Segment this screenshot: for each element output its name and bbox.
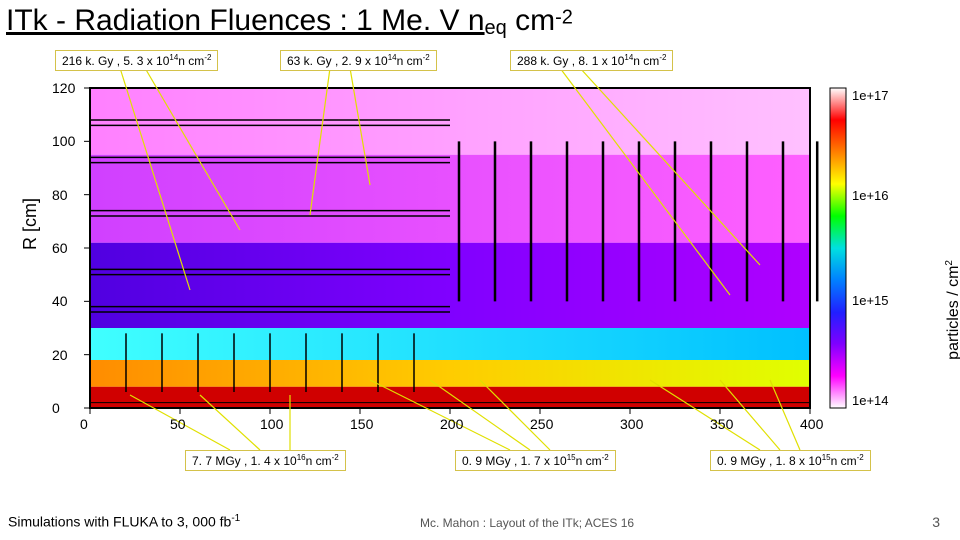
ytick-20: 20 (52, 347, 68, 363)
footer-simulation-note: Simulations with FLUKA to 3, 000 fb-1 (8, 513, 240, 530)
title-sup: -2 (555, 7, 573, 29)
xtick-400: 400 (800, 416, 823, 432)
xtick-0: 0 (80, 416, 88, 432)
title-sub: eq (485, 17, 507, 39)
xtick-350: 350 (710, 416, 733, 432)
ytick-120: 120 (52, 80, 75, 96)
top-callout-2: 288 k. Gy , 8. 1 x 1014n cm-2 (510, 50, 673, 71)
cb-tick-0: 1e+17 (852, 88, 889, 103)
cb-tick-1: 1e+16 (852, 188, 889, 203)
xtick-150: 150 (350, 416, 373, 432)
ytick-40: 40 (52, 293, 68, 309)
slide-title: ITk - Radiation Fluences : 1 Me. V neq c… (6, 4, 573, 40)
colorbar-label: particles / cm2 (944, 260, 960, 360)
ytick-80: 80 (52, 187, 68, 203)
xtick-50: 50 (170, 416, 186, 432)
xtick-200: 200 (440, 416, 463, 432)
ytick-100: 100 (52, 133, 75, 149)
bottom-callout-0: 7. 7 MGy , 1. 4 x 1016n cm-2 (185, 450, 346, 471)
ytick-60: 60 (52, 240, 68, 256)
title-prefix: ITk - Radiation Fluences : 1 Me. V n (6, 4, 485, 37)
cb-tick-3: 1e+14 (852, 393, 889, 408)
cb-tick-2: 1e+15 (852, 293, 889, 308)
ytick-0: 0 (52, 400, 60, 416)
xtick-250: 250 (530, 416, 553, 432)
slide-number: 3 (932, 514, 940, 530)
xtick-100: 100 (260, 416, 283, 432)
footer-attribution: Mc. Mahon : Layout of the ITk; ACES 16 (420, 516, 634, 530)
xtick-300: 300 (620, 416, 643, 432)
bottom-callout-2: 0. 9 MGy , 1. 8 x 1015n cm-2 (710, 450, 871, 471)
top-callout-1: 63 k. Gy , 2. 9 x 1014n cm-2 (280, 50, 437, 71)
top-callout-0: 216 k. Gy , 5. 3 x 1014n cm-2 (55, 50, 218, 71)
y-axis-label: R [cm] (20, 198, 41, 250)
bottom-callout-1: 0. 9 MGy , 1. 7 x 1015n cm-2 (455, 450, 616, 471)
title-mid: cm (507, 4, 555, 37)
